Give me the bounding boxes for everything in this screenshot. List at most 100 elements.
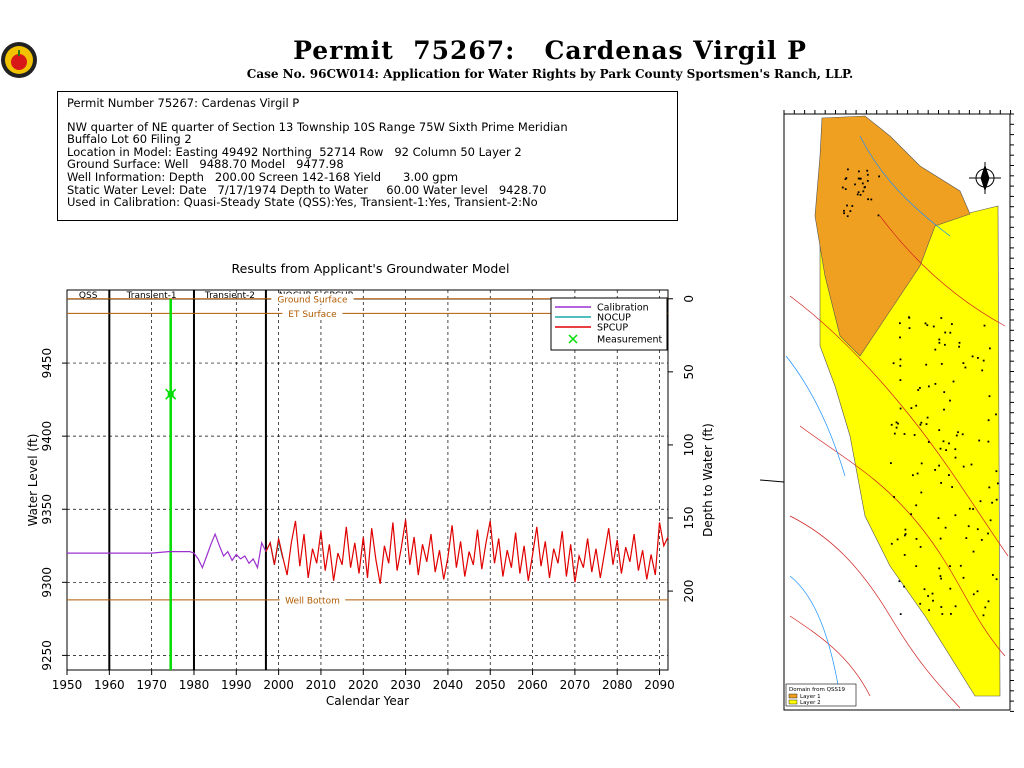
map-well-marker: [932, 325, 935, 328]
map-well-marker: [951, 486, 953, 488]
map-well-marker: [915, 404, 918, 407]
map-well-marker: [924, 322, 927, 325]
map-well-marker: [912, 474, 914, 477]
map-layer1-area: [814, 115, 971, 357]
x-tick-label: 2080: [602, 678, 633, 692]
map-well-marker: [967, 525, 970, 528]
map-well-marker: [984, 606, 987, 609]
map-well-marker: [958, 341, 961, 344]
map-well-marker: [987, 419, 990, 422]
map-well-markers: [841, 168, 999, 617]
map-well-marker: [899, 322, 901, 325]
map-well-marker: [955, 434, 958, 437]
map-well-marker: [890, 462, 892, 464]
map-well-marker: [958, 345, 960, 348]
y-axis-label: Water Level (ft): [26, 434, 40, 527]
map-pointer-line: [760, 479, 785, 483]
apple-shape: [11, 54, 27, 70]
map-well-marker: [859, 177, 862, 180]
map-well-marker: [862, 190, 865, 193]
period-label: Transient-2: [204, 291, 255, 301]
map-well-marker: [971, 355, 974, 358]
map-well-marker: [877, 214, 880, 217]
map-well-marker: [893, 432, 896, 435]
map-well-marker: [995, 470, 998, 473]
map-well-marker: [866, 180, 869, 182]
map-well-marker: [841, 186, 844, 189]
map-well-marker: [941, 613, 944, 615]
info-lot: Buffalo Lot 60 Filing 2: [67, 132, 192, 147]
map-well-marker: [948, 442, 950, 445]
x-tick-label: 2050: [475, 678, 506, 692]
map-well-marker: [988, 395, 991, 398]
map-well-marker: [904, 528, 907, 531]
map-well-marker: [857, 191, 860, 194]
x-tick-label: 2010: [306, 678, 337, 692]
map-well-marker: [992, 574, 994, 576]
y-tick-label: 9400: [40, 421, 54, 452]
map-well-marker: [899, 336, 901, 339]
map-well-marker: [926, 324, 929, 327]
map-well-marker: [920, 491, 923, 494]
map-well-marker: [916, 472, 919, 475]
reference-line-label: Ground Surface: [277, 295, 348, 305]
y2-tick-label: 100: [682, 433, 696, 456]
map-legend-layer2: Layer 2: [800, 700, 821, 706]
info-legal-description: NW quarter of NE quarter of Section 13 T…: [67, 119, 568, 134]
map-well-marker: [897, 422, 899, 425]
map-well-marker: [938, 341, 941, 344]
map-well-marker: [917, 389, 920, 391]
map-well-marker: [951, 323, 953, 325]
map-well-marker: [943, 391, 946, 393]
map-well-marker: [954, 448, 957, 451]
map-well-marker: [844, 188, 847, 190]
reference-line-label: ET Surface: [288, 310, 337, 320]
map-well-marker: [940, 606, 943, 608]
legend-label-spcup: SPCUP: [597, 323, 628, 334]
map-well-marker: [928, 609, 930, 611]
map-well-marker: [870, 198, 873, 201]
map-well-marker: [904, 534, 906, 537]
x-tick-label: 1960: [94, 678, 125, 692]
map-well-marker: [991, 501, 993, 504]
map-well-marker: [989, 519, 992, 522]
map-streams: [785, 135, 951, 697]
legend-swatch-measurement: [568, 334, 578, 344]
map-well-marker: [949, 565, 951, 567]
legend-label-nocup: NOCUP: [597, 313, 631, 324]
map-well-marker: [851, 205, 854, 207]
map-well-marker: [846, 215, 849, 218]
series-line-spcup: [265, 519, 669, 584]
map-well-marker: [903, 554, 906, 556]
map-well-marker: [942, 440, 945, 443]
map-well-marker: [937, 517, 940, 519]
info-well: Well Information: Depth 200.00 Screen 14…: [67, 169, 459, 184]
map-well-marker: [919, 423, 922, 426]
map-well-marker: [944, 526, 947, 529]
map-well-marker: [899, 613, 902, 615]
map-well-marker: [899, 364, 902, 367]
map-well-marker: [962, 576, 965, 579]
x-tick-label: 2090: [644, 678, 675, 692]
info-permit-number: Permit Number 75267: Cardenas Virgil P: [67, 96, 300, 110]
map-well-marker: [856, 193, 859, 196]
map-well-marker: [867, 198, 869, 201]
map-well-marker: [927, 595, 929, 597]
map-well-marker: [995, 498, 998, 501]
map-legend-title: Domain from QSS19: [789, 687, 845, 693]
map-well-marker: [923, 588, 926, 591]
map-well-marker: [957, 431, 959, 434]
map-well-marker: [878, 175, 880, 178]
map-well-marker: [940, 363, 943, 365]
map-well-marker: [959, 564, 962, 567]
x-tick-label: 1980: [179, 678, 210, 692]
map-well-marker: [858, 177, 861, 180]
x-tick-label: 2020: [348, 678, 379, 692]
y2-tick-label: 150: [682, 507, 696, 530]
map-well-marker: [926, 416, 929, 419]
x-tick-label: 1970: [136, 678, 167, 692]
map-well-marker: [890, 423, 893, 426]
map-well-marker: [981, 369, 984, 372]
map-well-marker: [938, 429, 941, 431]
info-static-level: Static Water Level: Date 7/17/1974 Depth…: [67, 182, 547, 197]
